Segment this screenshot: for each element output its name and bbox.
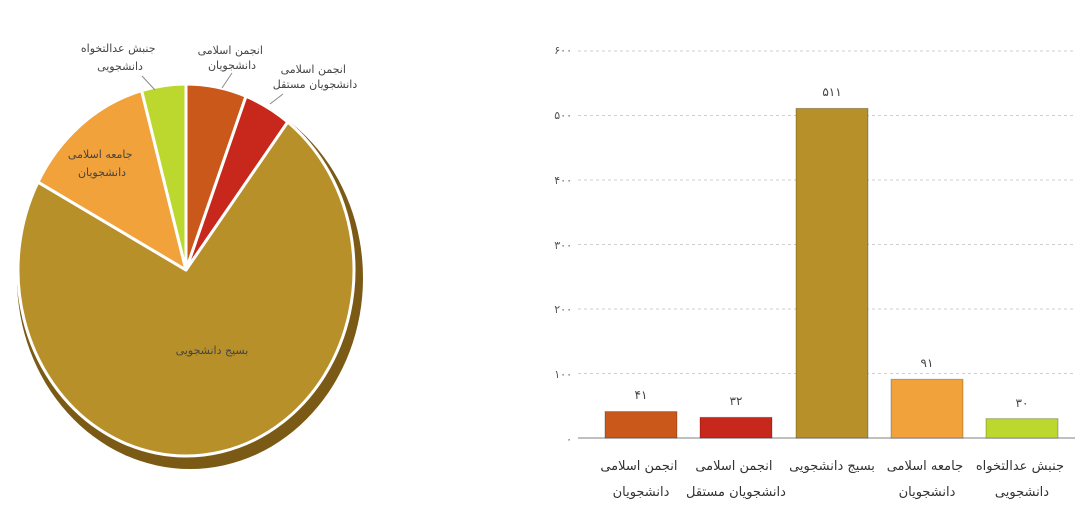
bar-category-label-3-line1: جامعه اسلامی bbox=[887, 459, 963, 474]
pie-labels: انجمن اسلامی دانشجویان انجمن اسلامی دانش… bbox=[68, 42, 357, 357]
bar-0 bbox=[604, 411, 678, 439]
pie-label-c3: جامعه اسلامی دانشجویان bbox=[68, 148, 136, 179]
pie-label-c2: بسیج دانشجویی bbox=[176, 344, 249, 357]
pie-chart: انجمن اسلامی دانشجویان انجمن اسلامی دانش… bbox=[16, 42, 363, 469]
pie-label-c0: انجمن اسلامی دانشجویان bbox=[198, 44, 267, 72]
bar-rects bbox=[604, 107, 1059, 439]
pie-slice-2 bbox=[16, 120, 356, 458]
bar-value-labels: ۴۱ ۳۲ ۵۱۱ ۹۱ ۳۰ bbox=[635, 85, 1029, 410]
bar-category-label-2-line1: بسیج دانشجویی bbox=[789, 459, 875, 474]
bar-category-label-0-line1: انجمن اسلامی bbox=[600, 459, 677, 474]
bar-value-label-4: ۳۰ bbox=[1016, 396, 1029, 410]
pie-label-c0-line2: دانشجویان bbox=[208, 59, 256, 72]
pie-label-c3-line2: دانشجویان bbox=[78, 166, 126, 179]
bar-category-label-0-line2: دانشجویان bbox=[613, 485, 670, 500]
pie-label-c3-line1: جامعه اسلامی bbox=[68, 148, 133, 161]
bar-category-label-3: جامعه اسلامی دانشجویان bbox=[887, 459, 968, 500]
y-tick-label-4: ۴۰۰ bbox=[554, 174, 572, 187]
y-tick-label-2: ۲۰۰ bbox=[554, 303, 572, 316]
bar-category-label-1-line2: دانشجویان مستقل bbox=[686, 485, 786, 500]
pie-label-c4-line1: جنبش عدالتخواه bbox=[81, 42, 156, 55]
bar-2 bbox=[795, 107, 869, 439]
bar-category-label-1: انجمن اسلامی دانشجویان مستقل bbox=[686, 459, 786, 500]
bar-category-labels: انجمن اسلامی دانشجویان انجمن اسلامی دانش… bbox=[600, 459, 1068, 500]
pie-leader-c0 bbox=[221, 72, 233, 89]
y-tick-label-1: ۱۰۰ bbox=[554, 368, 572, 381]
y-tick-label-6: ۶۰۰ bbox=[554, 44, 572, 57]
pie-label-c0-line1: انجمن اسلامی bbox=[198, 44, 263, 57]
pie-label-c1-line2: دانشجویان مستقل bbox=[273, 78, 358, 91]
bar-4 bbox=[985, 418, 1059, 439]
bar-y-tick-labels: ۰ ۱۰۰ ۲۰۰ ۳۰۰ ۴۰۰ ۵۰۰ ۶۰۰ bbox=[554, 44, 572, 446]
pie-label-c1: انجمن اسلامی دانشجویان مستقل bbox=[273, 63, 358, 91]
pie-slice-3 bbox=[36, 89, 188, 272]
bar-value-label-1: ۳۲ bbox=[730, 394, 743, 408]
bar-chart: ۰ ۱۰۰ ۲۰۰ ۳۰۰ ۴۰۰ ۵۰۰ ۶۰۰ ۴۱ ۳۲ ۵۱۱ ۹۱ ۳… bbox=[554, 44, 1075, 500]
y-tick-label-0: ۰ bbox=[566, 433, 572, 446]
bar-value-label-2: ۵۱۱ bbox=[822, 85, 841, 99]
pie-leader-c4 bbox=[141, 75, 156, 91]
pie-label-c4-line2: دانشجویی bbox=[97, 60, 143, 73]
pie-slices bbox=[16, 82, 356, 458]
y-tick-label-5: ۵۰۰ bbox=[554, 109, 572, 122]
bar-category-label-4-line2: دانشجویی bbox=[995, 485, 1049, 500]
bar-category-label-0: انجمن اسلامی دانشجویان bbox=[600, 459, 681, 500]
pie-label-c2-line1: بسیج دانشجویی bbox=[176, 344, 249, 357]
pie-slice-4 bbox=[140, 82, 188, 272]
pie-label-c1-line1: انجمن اسلامی bbox=[281, 63, 346, 76]
bar-1 bbox=[699, 416, 773, 439]
pie-leader-c1 bbox=[269, 93, 284, 105]
bar-category-label-4-line1: جنبش عدالتخواه bbox=[976, 459, 1064, 474]
bar-category-label-2: بسیج دانشجویی bbox=[789, 459, 875, 474]
y-tick-label-3: ۳۰۰ bbox=[554, 239, 572, 252]
bar-value-label-3: ۹۱ bbox=[921, 356, 934, 370]
bar-category-label-3-line2: دانشجویان bbox=[899, 485, 956, 500]
bar-3 bbox=[890, 378, 964, 439]
bar-category-label-1-line1: انجمن اسلامی bbox=[695, 459, 772, 474]
pie-label-c4: جنبش عدالتخواه دانشجویی bbox=[81, 42, 159, 73]
bar-value-label-0: ۴۱ bbox=[635, 388, 648, 402]
bar-category-label-4: جنبش عدالتخواه دانشجویی bbox=[976, 459, 1068, 500]
